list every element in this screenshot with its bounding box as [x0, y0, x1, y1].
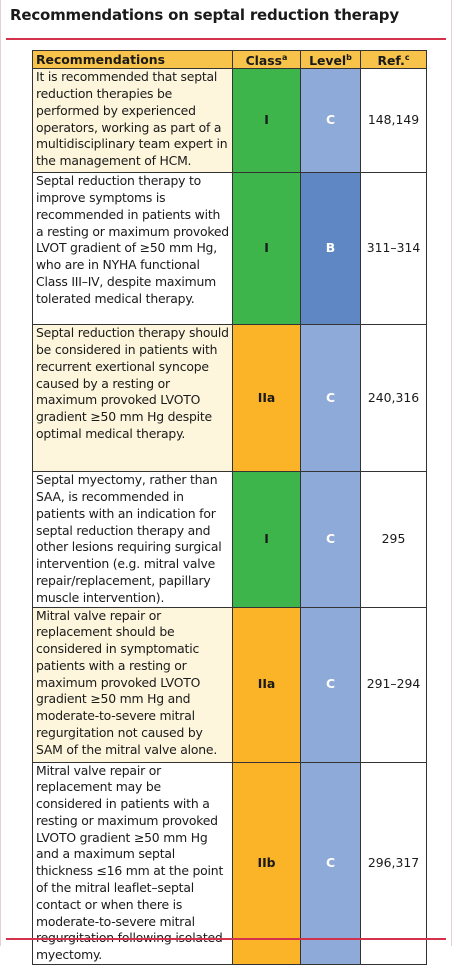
rule	[6, 38, 446, 40]
column-header: Classa	[232, 49, 301, 70]
reference-cell: 240,316	[360, 324, 427, 473]
recommendation-text: Septal myectomy, rather than SAA, is rec…	[32, 471, 233, 608]
reference-cell: 148,149	[360, 68, 427, 174]
table-body: It is recommended that septal reduction …	[32, 68, 427, 965]
level-cell: C	[300, 471, 361, 608]
footnote-marker: a	[282, 53, 288, 62]
reference-cell: 311–314	[360, 172, 427, 326]
table-row: Mitral valve repair or replacement may b…	[32, 761, 427, 965]
level-cell: C	[300, 68, 361, 174]
table-row: It is recommended that septal reduction …	[32, 68, 427, 174]
level-cell: C	[300, 761, 361, 965]
level-cell: C	[300, 606, 361, 763]
table-row: Mitral valve repair or replacement shoul…	[32, 606, 427, 763]
class-cell: IIb	[232, 761, 301, 965]
level-cell: C	[300, 324, 361, 473]
column-header: Ref.c	[360, 49, 427, 70]
table-row: Septal reduction therapy should be consi…	[32, 324, 427, 473]
title: Recommendations on septal reduction ther…	[10, 6, 399, 24]
class-cell: I	[232, 172, 301, 326]
column-header: Levelb	[300, 49, 361, 70]
footnote-marker: b	[346, 53, 352, 62]
header-row: Recommendations Classa Levelb Ref.c	[32, 49, 427, 70]
class-cell: IIa	[232, 606, 301, 763]
column-header: Recommendations	[32, 49, 233, 70]
reference-cell: 291–294	[360, 606, 427, 763]
class-cell: I	[232, 471, 301, 608]
footnote-marker: c	[404, 53, 410, 62]
recommendation-text: Mitral valve repair or replacement shoul…	[32, 606, 233, 763]
rule	[6, 938, 446, 940]
recommendation-text: Septal reduction therapy to improve symp…	[32, 172, 233, 326]
column-header-text: Ref.	[377, 53, 405, 69]
recommendation-text: It is recommended that septal reduction …	[32, 68, 233, 174]
reference-cell: 295	[360, 471, 427, 608]
level-cell: B	[300, 172, 361, 326]
table-row: Septal reduction therapy to improve symp…	[32, 172, 427, 326]
class-cell: IIa	[232, 324, 301, 473]
recommendation-text: Mitral valve repair or replacement may b…	[32, 761, 233, 965]
column-header-text: Recommendations	[36, 51, 165, 67]
reference-cell: 296,317	[360, 761, 427, 965]
column-header-text: Class	[245, 53, 283, 69]
table-row: Septal myectomy, rather than SAA, is rec…	[32, 471, 427, 608]
class-cell: I	[232, 68, 301, 174]
recommendation-text: Septal reduction therapy should be consi…	[32, 324, 233, 473]
column-header-text: Level	[309, 53, 347, 69]
recommendations-table: Recommendations Classa Levelb Ref.c It is r…	[32, 49, 427, 965]
